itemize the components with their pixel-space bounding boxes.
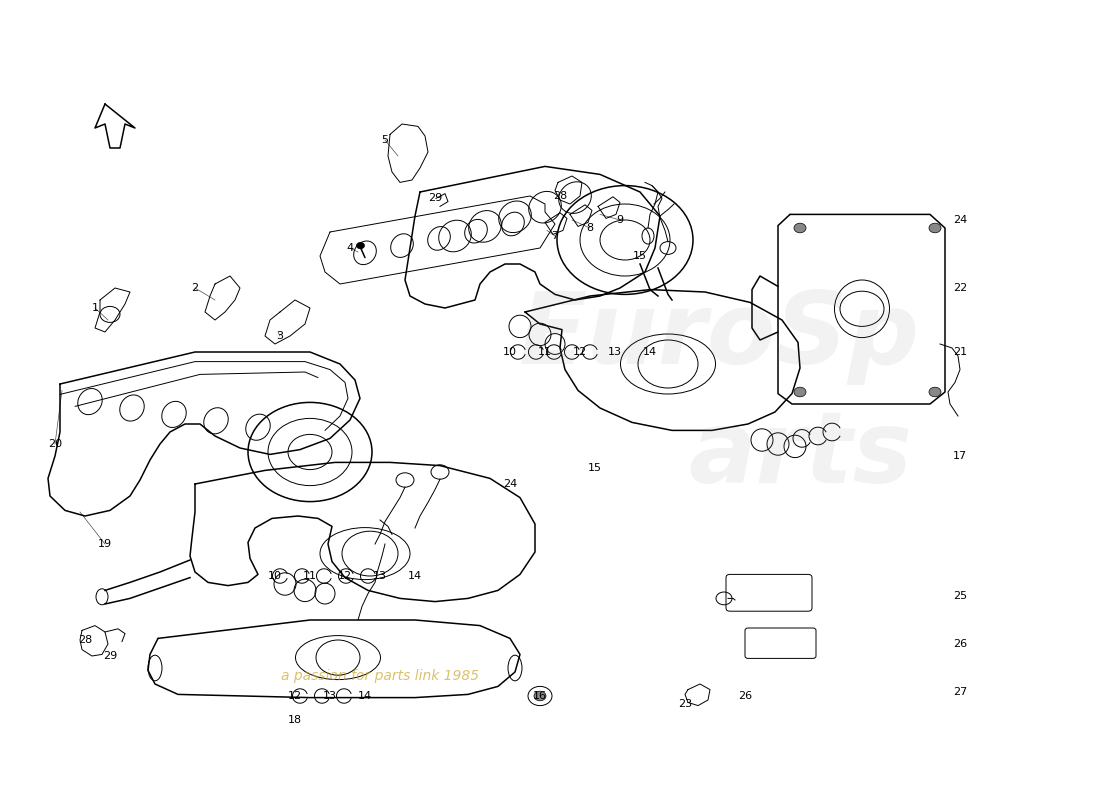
Circle shape: [930, 223, 940, 233]
Text: 12: 12: [573, 347, 587, 357]
Text: 18: 18: [288, 715, 302, 725]
Text: 27: 27: [953, 687, 967, 697]
Text: 13: 13: [608, 347, 622, 357]
Circle shape: [794, 223, 806, 233]
Text: 25: 25: [953, 591, 967, 601]
Text: 10: 10: [503, 347, 517, 357]
Text: 2: 2: [191, 283, 199, 293]
Circle shape: [356, 242, 364, 249]
Text: 14: 14: [358, 691, 372, 701]
Text: 13: 13: [323, 691, 337, 701]
Text: 12: 12: [338, 571, 352, 581]
Text: 1: 1: [91, 303, 99, 313]
Text: 11: 11: [302, 571, 317, 581]
Text: 8: 8: [586, 223, 594, 233]
Text: 28: 28: [553, 191, 568, 201]
Text: 28: 28: [78, 635, 92, 645]
Text: 12: 12: [288, 691, 302, 701]
Text: 29: 29: [103, 651, 117, 661]
Text: 24: 24: [953, 215, 967, 225]
Text: 19: 19: [98, 539, 112, 549]
Text: 24: 24: [503, 479, 517, 489]
Text: EuroSp: EuroSp: [519, 287, 921, 385]
Text: arts: arts: [688, 407, 912, 505]
Circle shape: [534, 691, 546, 701]
Circle shape: [930, 387, 940, 397]
Text: 9: 9: [616, 215, 624, 225]
Text: 22: 22: [953, 283, 967, 293]
Text: 15: 15: [632, 251, 647, 261]
Circle shape: [794, 387, 806, 397]
Text: 13: 13: [373, 571, 387, 581]
Text: 11: 11: [538, 347, 552, 357]
Text: 16: 16: [534, 691, 547, 701]
Text: 26: 26: [738, 691, 752, 701]
Text: 14: 14: [642, 347, 657, 357]
Text: 3: 3: [276, 331, 284, 341]
Text: 21: 21: [953, 347, 967, 357]
Text: 15: 15: [588, 463, 602, 473]
Text: 20: 20: [48, 439, 62, 449]
Text: 17: 17: [953, 451, 967, 461]
Text: 10: 10: [268, 571, 282, 581]
Text: a passion for parts link 1985: a passion for parts link 1985: [280, 669, 480, 683]
Text: 23: 23: [678, 699, 692, 709]
Text: 29: 29: [428, 194, 442, 203]
Text: 5: 5: [382, 135, 388, 145]
Text: 4: 4: [346, 243, 353, 253]
Text: 14: 14: [408, 571, 422, 581]
Text: 26: 26: [953, 639, 967, 649]
Text: 7: 7: [551, 231, 559, 241]
